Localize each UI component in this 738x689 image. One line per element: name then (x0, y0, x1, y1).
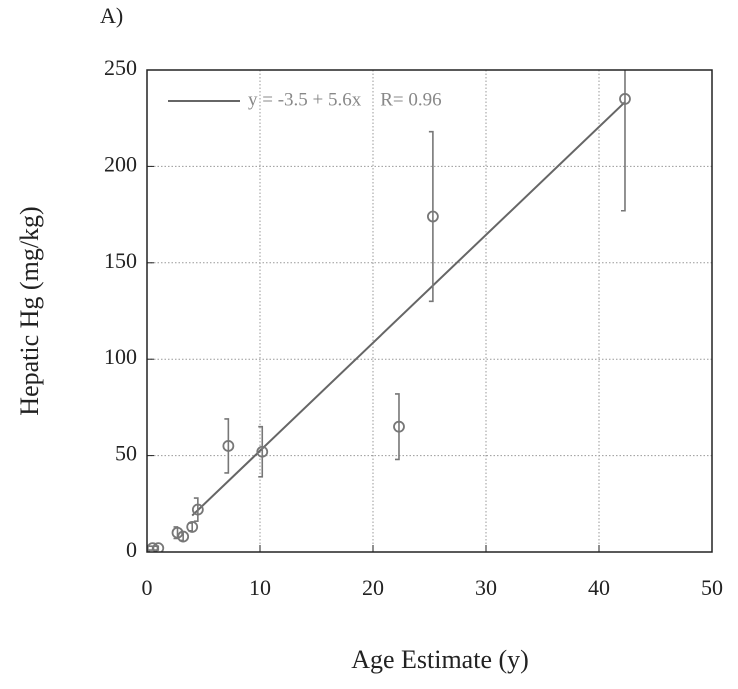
error-bar (428, 130, 434, 303)
x-tick-label: 20 (362, 575, 384, 600)
data-point (152, 542, 165, 552)
x-tick-label: 50 (701, 575, 723, 600)
data-point (191, 503, 204, 516)
error-bar (258, 425, 264, 478)
error-bar (394, 393, 400, 461)
x-tick-label: 40 (588, 575, 610, 600)
chart-title: A) (100, 3, 123, 28)
legend-label: y = -3.5 + 5.6x R= 0.96 (248, 89, 442, 110)
data-point (426, 210, 439, 223)
x-tick-label: 10 (249, 575, 271, 600)
labels: 0 10 20 30 40 50 0 50 100 150 200 250 y = -3.5 + 5.6… (104, 55, 723, 600)
y-tick-label: 150 (104, 248, 137, 273)
data-point (177, 530, 190, 543)
error-bar (620, 70, 626, 212)
data-point (222, 440, 235, 452)
error-bar (173, 526, 179, 540)
error-bar (148, 545, 154, 551)
plot-frame (146, 69, 713, 553)
error-bar (154, 545, 160, 551)
y-tick-label: 50 (115, 441, 137, 466)
error-bar (224, 418, 230, 474)
grid (146, 69, 713, 553)
x-axis-label: Age Estimate (y) (351, 645, 529, 674)
data-point (186, 521, 199, 533)
data-point (619, 93, 631, 105)
y-tick-label: 100 (104, 344, 137, 369)
data-point (393, 420, 405, 433)
y-tick-label: 0 (126, 537, 137, 562)
data-point (256, 445, 269, 458)
x-tick-label: 30 (475, 575, 497, 600)
y-tick-label: 250 (104, 55, 137, 80)
plot-area (147, 70, 631, 552)
x-tick-label: 0 (142, 575, 153, 600)
y-tick-label: 200 (104, 151, 137, 176)
error-bar (193, 497, 199, 522)
y-axis-label: Hepatic Hg (mg/kg) (15, 206, 44, 415)
